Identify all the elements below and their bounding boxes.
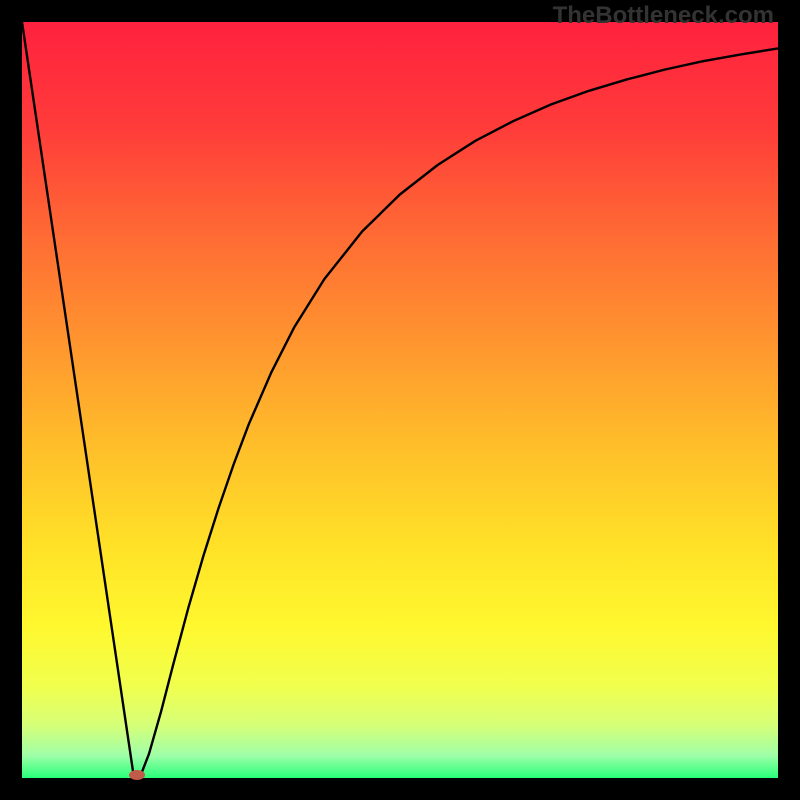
- watermark-text: TheBottleneck.com: [553, 2, 774, 30]
- minimum-marker: [129, 770, 145, 780]
- chart-frame: TheBottleneck.com: [0, 0, 800, 800]
- curve-layer: [22, 22, 778, 778]
- bottleneck-curve: [22, 22, 778, 777]
- plot-area: [22, 22, 778, 778]
